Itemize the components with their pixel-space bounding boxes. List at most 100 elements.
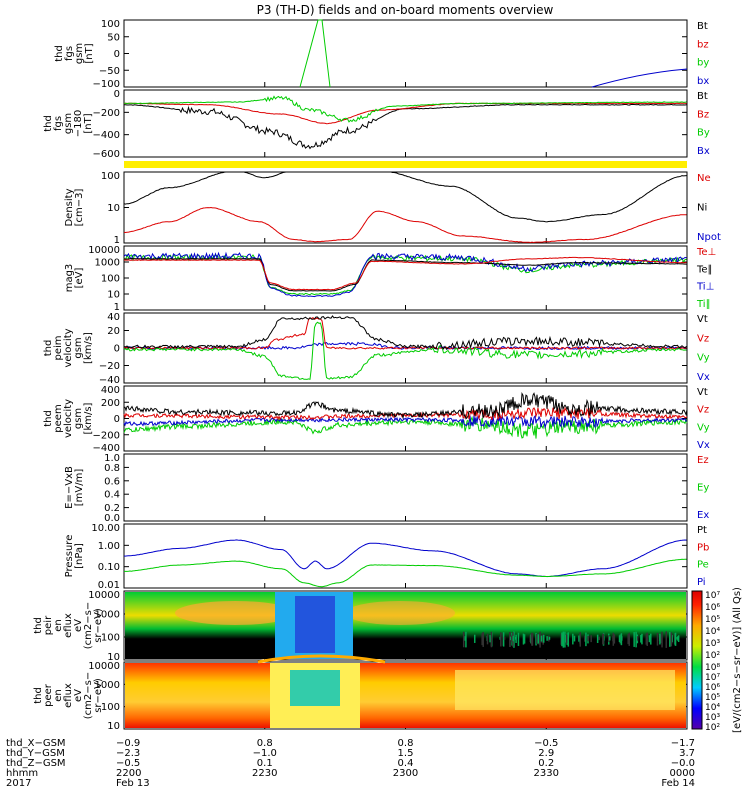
peir-speckle — [512, 635, 514, 642]
peer-yellow-region — [455, 670, 675, 710]
peir-speckle — [517, 632, 520, 646]
pressure-pe-curve — [123, 558, 687, 588]
peim-legend-item: Vy — [697, 353, 710, 364]
xaxis-value: 0.8 — [398, 738, 414, 749]
temp-ylabel-line: [eV] — [74, 268, 85, 289]
peir-speckle — [482, 632, 484, 647]
peir-speckle — [462, 631, 465, 648]
panel-temp: 10000 1000 100 101 mag3 [eV] Te⊥ Te∥ Ti⊥ Ti∥ — [64, 245, 716, 313]
efield-tick-label: 0.2 — [104, 503, 120, 514]
peim-vy-curve — [123, 321, 687, 380]
fgs2-legend-item: Bz — [697, 109, 709, 120]
peem-tick-label: 400 — [101, 385, 120, 396]
colorbar-tick-label: 10⁴ — [705, 703, 720, 713]
peir-speckle — [537, 634, 540, 644]
fgs1-ylabel-line: gsm — [74, 43, 85, 64]
colorbar-tick-label: 10² — [705, 723, 720, 733]
xaxis-value: Feb 13 — [116, 778, 150, 789]
peem-ylabel-line: peem — [53, 404, 64, 432]
colorbar-tick-label: 10³ — [705, 713, 720, 723]
peir-speckle — [633, 632, 635, 647]
fgs1-tick-label: 0 — [114, 49, 120, 60]
peir-speckle — [613, 634, 616, 644]
efield-ylabel-line: [mV/m] — [74, 469, 85, 507]
peir-ylabel-line: (cm2−s− — [83, 602, 94, 649]
density-tick-label: 10 — [107, 203, 120, 214]
colorbar-tick-label: 10⁴ — [705, 627, 720, 637]
pressure-legend-item: Pe — [697, 560, 709, 571]
fgs1-frame — [123, 19, 688, 88]
peir-speckle — [628, 632, 630, 646]
efield-legend-item: Ey — [697, 483, 709, 494]
density-tick-label: 1 — [114, 235, 120, 246]
panel-peim: 40 20 0 −20 −40 thd peim velocity gsm [km/s] Vt Vz V… — [43, 312, 710, 386]
peir-speckle — [490, 631, 493, 648]
peem-ylabel-line: [km/s] — [83, 402, 94, 434]
fgs2-tick-label: 0 — [114, 89, 120, 100]
xaxis-row-label: thd_Y−GSM — [6, 748, 65, 759]
temp-teperp-curve — [123, 256, 687, 291]
peir-speckle — [627, 633, 629, 645]
peir-speckle — [579, 632, 581, 647]
peir-speckle — [619, 634, 622, 644]
xaxis-value: 0.8 — [257, 738, 273, 749]
peem-legend-item: Vy — [697, 422, 710, 433]
peer-frame — [123, 661, 688, 730]
colorbar-tick-label: 10⁷ — [705, 673, 720, 683]
fgs1-ylabel-line: [nT] — [84, 43, 95, 63]
xaxis-row-label: hhmm — [6, 768, 38, 779]
peir-speckle — [612, 636, 615, 641]
peir-speckle — [500, 632, 502, 647]
pressure-pi-curve — [123, 539, 687, 577]
peir-speckle — [598, 636, 601, 641]
peem-legend-item: Vz — [697, 405, 709, 416]
peim-vt-curve — [123, 315, 687, 351]
xaxis-row-label: 2017 — [6, 778, 31, 789]
peir-speckle — [567, 632, 570, 647]
peer-ylabel-line: peer — [43, 683, 54, 707]
xaxis-value: −0.9 — [116, 738, 140, 749]
temp-legend-item: Te⊥ — [696, 247, 716, 258]
peem-vy-curve — [123, 415, 688, 439]
colorbar-tick-label: 10⁵ — [705, 615, 720, 625]
peir-speckle — [523, 634, 526, 644]
colorbar-tick-label: 10⁸ — [705, 663, 720, 673]
xaxis-value: 1.5 — [398, 748, 414, 759]
efield-ylabel: E=−VxB [mV/m] — [64, 466, 85, 509]
temp-tepar-curve — [123, 258, 687, 292]
xaxis-value: −0.0 — [671, 758, 695, 769]
density-ylabel: Density [cm−3] — [64, 188, 85, 226]
fgs2-bt-curve — [124, 103, 687, 150]
peem-tick-label: −200 — [93, 430, 120, 441]
peim-legend-item: Vx — [697, 372, 710, 383]
peim-legend-item: Vz — [697, 333, 709, 344]
peim-tick-label: 40 — [107, 312, 120, 323]
peir-speckle — [590, 635, 592, 643]
fgs2-ylabel: thd fgs gsm −180 [nT] — [43, 110, 94, 137]
fgs1-tick-label: −100 — [93, 79, 120, 90]
pressure-legend-item: Pt — [697, 525, 707, 536]
efield-tick-label: 0.4 — [104, 490, 120, 501]
xaxis-row-label: thd_X−GSM — [6, 738, 66, 749]
pressure-tick-label: 1.00 — [98, 541, 120, 552]
peir-speckle — [602, 633, 604, 645]
panel-pressure: 10.00 1.00 0.10 0.01 Pressure [nPa] Pt Pb Pe Pi — [64, 523, 709, 591]
colorbar-tick-label: 10⁶ — [705, 683, 720, 693]
pressure-tick-label: 0.01 — [98, 580, 120, 591]
panel-fgs1: 100 50 0 −50 −100 thd fgs gsm [nT] Bt bz by bx — [54, 19, 709, 90]
peem-vx-curve — [123, 414, 688, 430]
xaxis-value: −1.0 — [253, 748, 277, 759]
peir-speckle — [585, 632, 587, 647]
peer-ylabel-line: en — [53, 689, 64, 702]
peer-spectrogram — [123, 654, 688, 730]
peer-ylabel-line: thd — [33, 687, 44, 704]
fgs1-legend-item: bz — [697, 39, 709, 50]
peim-tick-label: 0 — [114, 344, 120, 355]
panel-peem: 400 200 0 −200 −400 thd peem velocity gsm [km/s] V… — [43, 385, 710, 454]
yellow-flag-bar — [124, 161, 687, 168]
density-legend-item: Ni — [697, 203, 707, 214]
fgs1-ylabel: thd fgs gsm [nT] — [54, 43, 95, 64]
pressure-legend-item: Pb — [697, 542, 709, 553]
peir-speckle — [640, 634, 642, 643]
panel-efield: 1.00.8 0.6 0.4 0.20.0 E=−VxB [mV/m] Ez Ey Ex — [64, 453, 709, 524]
